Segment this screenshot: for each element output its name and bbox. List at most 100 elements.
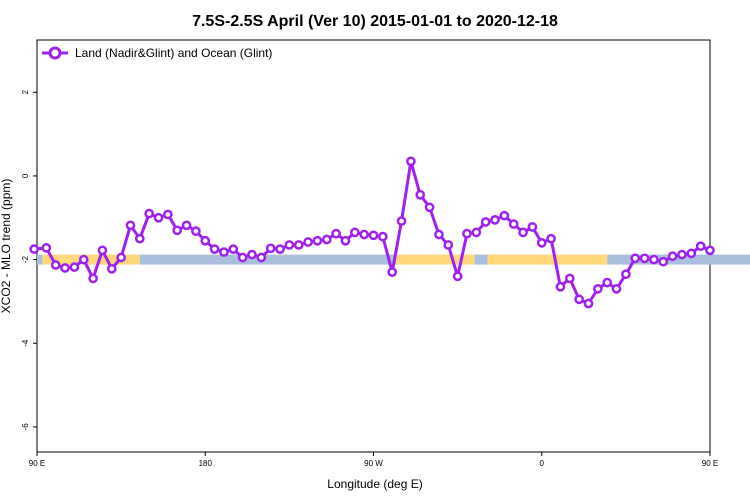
data-point bbox=[349, 227, 360, 238]
data-point bbox=[209, 244, 220, 254]
data-point bbox=[78, 254, 89, 265]
data-point bbox=[518, 227, 528, 238]
data-point bbox=[312, 235, 323, 246]
strip-segment-ocean bbox=[607, 254, 750, 265]
y-tick-label: -4 bbox=[21, 339, 30, 347]
data-point bbox=[69, 262, 80, 272]
data-point bbox=[396, 216, 407, 226]
data-point bbox=[424, 202, 435, 213]
data-point bbox=[181, 220, 192, 231]
data-point bbox=[490, 215, 500, 225]
data-point bbox=[499, 210, 510, 221]
strip-segment-land bbox=[487, 254, 608, 265]
y-tick-label: 2 bbox=[21, 90, 30, 95]
data-point bbox=[228, 244, 239, 254]
x-tick-label: 90 E bbox=[702, 459, 718, 468]
surface-strip bbox=[37, 254, 750, 265]
y-tick-label: 0 bbox=[21, 173, 30, 178]
data-point bbox=[293, 240, 304, 250]
data-point bbox=[387, 267, 398, 277]
data-point bbox=[125, 220, 136, 231]
data-point bbox=[265, 243, 276, 254]
data-point bbox=[219, 247, 229, 257]
strip-segment-ocean bbox=[139, 254, 396, 265]
data-point bbox=[29, 244, 40, 254]
x-tick-label: 0 bbox=[540, 459, 545, 468]
data-point bbox=[555, 281, 566, 292]
x-axis-label: Longitude (deg E) bbox=[327, 477, 422, 491]
data-point bbox=[106, 263, 117, 274]
data-point bbox=[471, 227, 482, 238]
data-point bbox=[191, 226, 201, 237]
data-point bbox=[321, 234, 332, 245]
data-point bbox=[480, 217, 491, 227]
data-point bbox=[275, 244, 285, 254]
data-point bbox=[649, 254, 659, 265]
strip-segment-land bbox=[395, 254, 475, 265]
data-point bbox=[630, 253, 641, 264]
data-point bbox=[639, 253, 650, 264]
y-axis: 2 0 -2 -4 -6 bbox=[21, 90, 37, 431]
data-point bbox=[406, 156, 416, 167]
data-point bbox=[583, 298, 594, 309]
data-point bbox=[153, 212, 164, 223]
data-point bbox=[200, 235, 211, 246]
data-point bbox=[172, 225, 183, 236]
y-tick-label: -6 bbox=[21, 423, 30, 431]
x-tick-label: 180 bbox=[199, 459, 213, 468]
data-point bbox=[443, 240, 454, 250]
x-tick-label: 90 W bbox=[364, 459, 383, 468]
data-point bbox=[677, 249, 687, 260]
data-point bbox=[415, 189, 426, 200]
data-point bbox=[508, 219, 519, 229]
strip-segment-land bbox=[42, 254, 140, 265]
legend: Land (Nadir&Glint) and Ocean (Glint) bbox=[42, 46, 272, 60]
data-point bbox=[303, 237, 313, 247]
legend-label: Land (Nadir&Glint) and Ocean (Glint) bbox=[75, 46, 272, 60]
data-point bbox=[611, 284, 622, 294]
data-point bbox=[686, 248, 697, 259]
data-point bbox=[134, 233, 145, 244]
strip-segment-ocean bbox=[37, 254, 43, 265]
data-point bbox=[144, 208, 155, 219]
data-point bbox=[41, 243, 52, 253]
data-point bbox=[237, 252, 248, 263]
data-point bbox=[60, 263, 70, 273]
data-point bbox=[331, 228, 341, 239]
data-point bbox=[377, 231, 388, 242]
data-point bbox=[256, 252, 267, 263]
data-point bbox=[247, 249, 257, 260]
legend-marker bbox=[48, 46, 62, 60]
data-point bbox=[527, 222, 538, 232]
data-point bbox=[368, 230, 379, 241]
data-point bbox=[695, 241, 706, 252]
data-point bbox=[546, 233, 556, 244]
plot-area bbox=[36, 39, 711, 453]
data-point bbox=[658, 256, 669, 267]
data-point bbox=[602, 277, 613, 288]
data-point bbox=[359, 229, 370, 240]
data-point bbox=[88, 273, 98, 284]
data-point bbox=[621, 269, 631, 280]
data-point bbox=[434, 229, 444, 240]
y-tick-label: -2 bbox=[21, 255, 30, 263]
data-point bbox=[116, 252, 126, 263]
data-point bbox=[667, 251, 678, 262]
data-point bbox=[97, 245, 108, 256]
series-layer bbox=[29, 156, 715, 309]
data-point bbox=[705, 245, 715, 256]
y-axis-label: XCO2 - MLO trend (ppm) bbox=[0, 179, 13, 314]
data-point bbox=[452, 271, 463, 282]
data-point bbox=[50, 260, 61, 270]
data-point bbox=[284, 240, 295, 250]
data-point bbox=[536, 238, 547, 248]
chart-title: 7.5S-2.5S April (Ver 10) 2015-01-01 to 2… bbox=[192, 13, 558, 30]
data-point bbox=[574, 294, 584, 305]
data-point bbox=[163, 209, 173, 220]
data-point bbox=[564, 273, 575, 284]
x-tick-label: 90 E bbox=[29, 459, 45, 468]
data-point bbox=[592, 284, 603, 294]
strip-segment-ocean bbox=[474, 254, 488, 265]
